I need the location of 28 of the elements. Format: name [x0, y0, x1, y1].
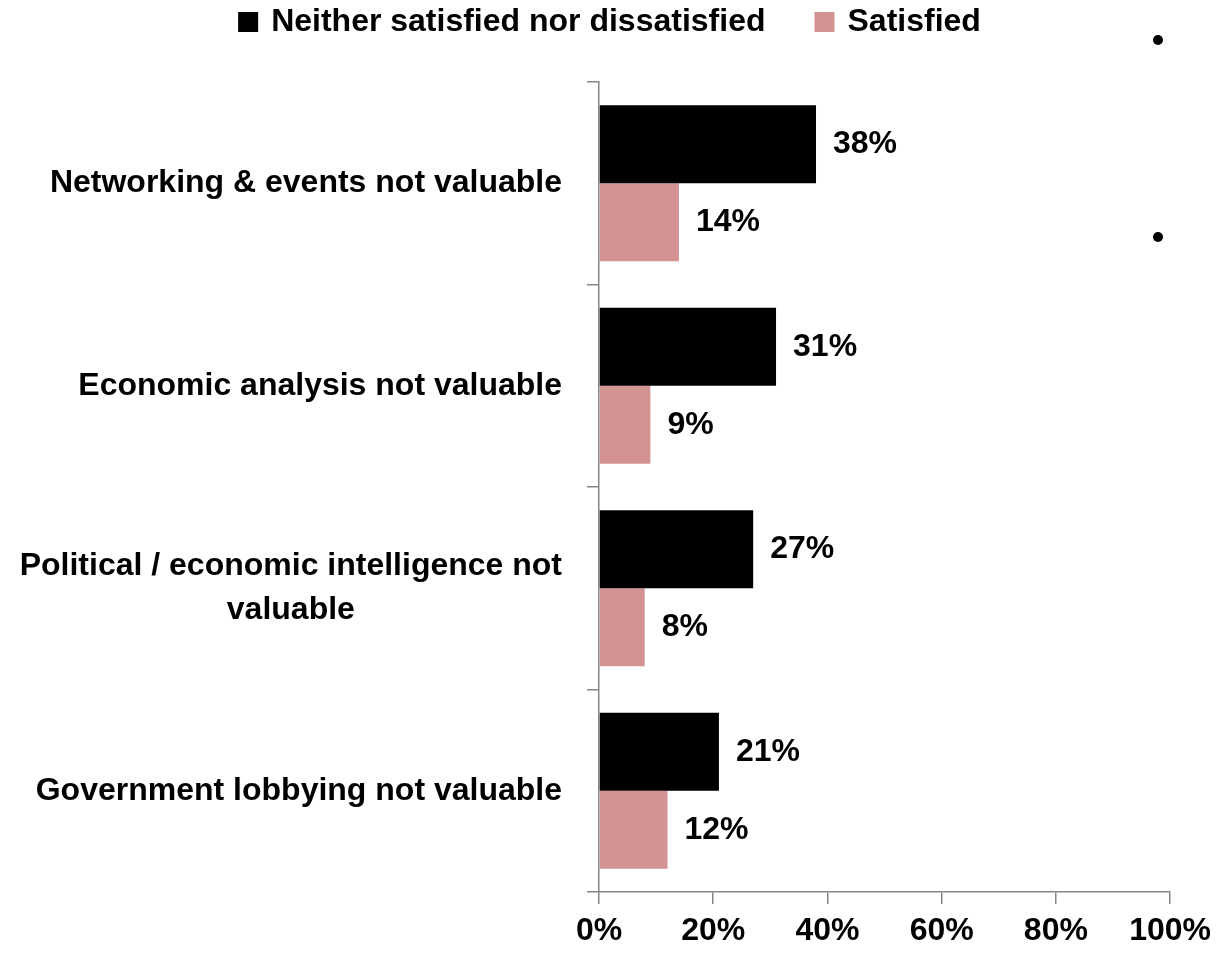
x-tick-label: 100%: [1129, 911, 1211, 948]
bar: [599, 790, 668, 869]
x-tick-label: 60%: [909, 911, 974, 948]
x-tick-label: 0%: [575, 911, 623, 948]
data-label: 8%: [661, 607, 708, 644]
bar: [599, 307, 777, 386]
bar: [599, 588, 645, 667]
legend-label: Satisfied: [847, 1, 981, 38]
y-tick-label: Economic analysis not valuable: [78, 365, 562, 402]
data-label: 27%: [770, 529, 835, 566]
bar: [599, 183, 679, 262]
data-label: 14%: [695, 202, 760, 239]
bar: [599, 105, 817, 184]
bar: [599, 385, 651, 464]
data-label: 12%: [684, 809, 749, 846]
y-tick-label: Government lobbying not valuable: [35, 770, 562, 807]
data-label: 9%: [667, 404, 714, 441]
data-label: 38%: [833, 124, 898, 161]
data-label: 31%: [793, 326, 858, 363]
x-tick-label: 20%: [681, 911, 746, 948]
bar: [599, 712, 719, 791]
data-label: 21%: [735, 731, 800, 768]
x-tick-label: 80%: [1023, 911, 1088, 948]
legend-label: Neither satisfied nor dissatisfied: [271, 1, 766, 38]
x-tick-label: 40%: [795, 911, 860, 948]
y-tick-label: Political / economic intelligence not valuable: [19, 546, 563, 627]
bar: [599, 510, 754, 589]
y-tick-label: Networking & events not valuable: [49, 163, 562, 200]
